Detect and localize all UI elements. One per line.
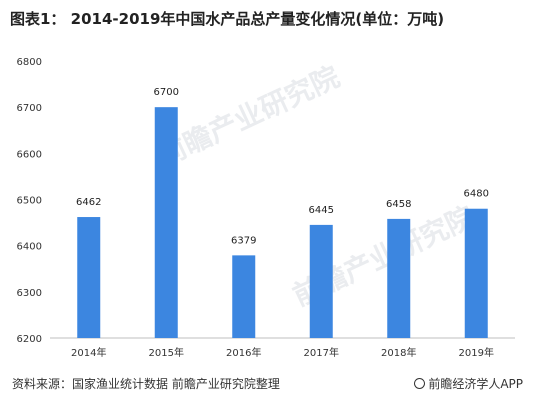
x-tick-labels: 2014年 2015年 2016年 2017年 2018年 2019年 xyxy=(71,346,494,359)
chart-title: 图表1： 2014-2019年中国水产品总产量变化情况(单位：万吨) xyxy=(10,10,445,28)
x-tick-label: 2014年 xyxy=(71,346,106,359)
data-label: 6458 xyxy=(386,199,411,210)
bar xyxy=(387,218,411,338)
data-label: 6462 xyxy=(76,197,101,208)
y-axis: 6200 6300 6400 6500 6600 6700 6800 xyxy=(17,57,42,345)
brand-label: 前瞻经济学人APP xyxy=(414,375,523,392)
y-tick-label: 6200 xyxy=(17,334,42,345)
y-tick-label: 6700 xyxy=(17,103,42,114)
bar-chart: 6200 6300 6400 6500 6600 6700 6800 6462 6700 637… xyxy=(17,57,515,359)
bar xyxy=(309,224,333,338)
y-tick-label: 6300 xyxy=(17,288,42,299)
y-tick-label: 6400 xyxy=(17,242,42,253)
x-tick-label: 2016年 xyxy=(226,346,261,359)
bar xyxy=(464,208,488,338)
data-labels: 6462 6700 6379 6445 6458 6480 xyxy=(76,87,489,246)
data-label: 6445 xyxy=(309,205,334,216)
x-tick-label: 2017年 xyxy=(304,346,339,359)
data-label: 6480 xyxy=(464,189,489,200)
data-label: 6379 xyxy=(231,235,256,246)
x-tick-label: 2019年 xyxy=(459,346,494,359)
brand-text: 前瞻经济学人APP xyxy=(428,377,523,391)
y-tick-label: 6800 xyxy=(17,57,42,68)
y-tick-label: 6600 xyxy=(17,149,42,160)
data-label: 6700 xyxy=(154,87,179,98)
bar xyxy=(232,255,256,338)
y-tick-label: 6500 xyxy=(17,196,42,207)
source-note: 资料来源：国家渔业统计数据 前瞻产业研究院整理 xyxy=(12,377,280,391)
bar xyxy=(154,107,178,339)
brand-logo-icon xyxy=(414,378,426,389)
x-tick-label: 2015年 xyxy=(149,346,184,359)
x-tick-label: 2018年 xyxy=(381,346,416,359)
bars xyxy=(77,107,488,339)
bar xyxy=(77,217,101,338)
